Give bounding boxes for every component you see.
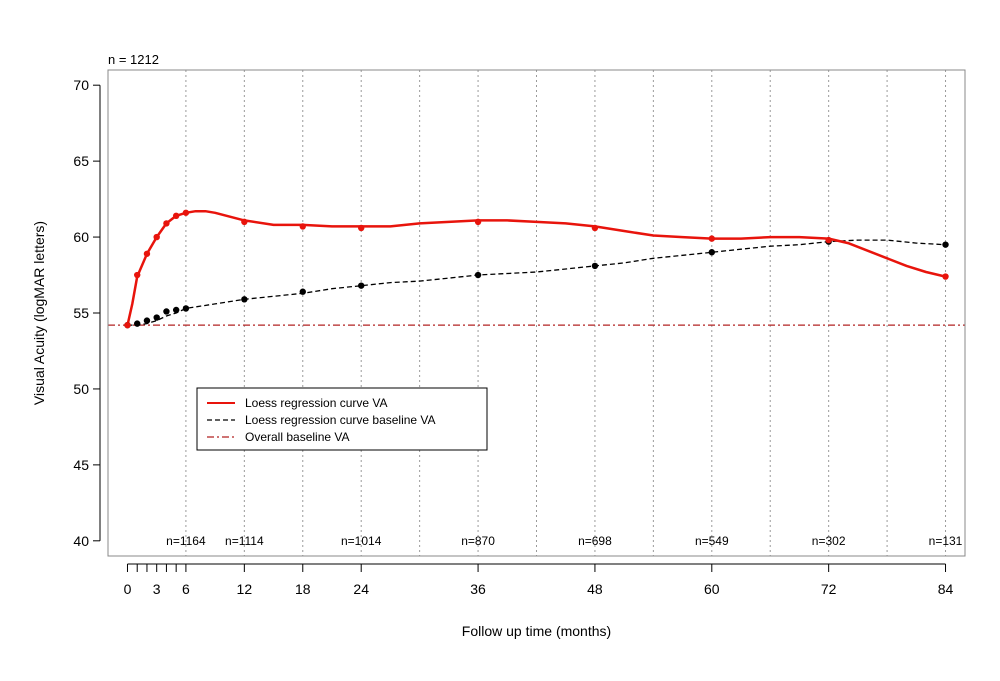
va-point-12	[708, 235, 715, 242]
x-tick-label-36: 36	[470, 581, 486, 597]
y-axis: 40 45 50 55 60 65 70	[73, 77, 101, 549]
y-tick-label-50: 50	[73, 381, 89, 397]
x-tick-label-48: 48	[587, 581, 603, 597]
x-tick-label-6: 6	[182, 581, 190, 597]
x-tick-label-18: 18	[295, 581, 311, 597]
va-point-3	[153, 233, 160, 241]
x-tick-label-84: 84	[938, 581, 954, 597]
x-tick-label-12: 12	[237, 581, 253, 597]
va-point-10	[474, 218, 482, 226]
legend-box	[196, 387, 488, 451]
n-annotations: n=1164 n=1114 n=1014 n=870 n=698 n=549 n=302 n=…	[166, 534, 963, 548]
baseline-point-6	[182, 305, 190, 312]
baseline-point-1	[134, 320, 141, 327]
curve-layer	[126, 209, 946, 326]
y-tick-label-70: 70	[73, 77, 89, 93]
x-axis-title: Follow up time (months)	[462, 623, 611, 639]
baseline-point-10	[474, 271, 482, 279]
top-left-n-label: n = 1212	[108, 52, 159, 67]
va-point-7	[241, 218, 248, 226]
x-axis: 0 3 6 12 18 24 36 48 60 72 84	[124, 563, 954, 597]
baseline-point-4	[163, 308, 170, 315]
va-point-11	[591, 224, 599, 232]
baseline-point-12	[708, 249, 715, 256]
n-annotation-7: n=131	[929, 534, 963, 548]
y-tick-label-45: 45	[73, 457, 89, 473]
baseline-point-8	[299, 288, 306, 295]
n-annotation-3: n=870	[461, 534, 495, 548]
va-point-13	[825, 236, 832, 244]
va-point-14	[942, 273, 949, 280]
n-annotation-0: n=1164	[166, 534, 206, 548]
y-tick-label-65: 65	[73, 153, 89, 169]
baseline-point-2	[143, 317, 151, 324]
y-tick-label-55: 55	[73, 305, 89, 321]
va-point-8	[299, 223, 306, 230]
n-annotation-2: n=1014	[341, 534, 382, 548]
x-tick-label-24: 24	[353, 581, 369, 597]
va-point-6	[182, 209, 190, 216]
x-tick-label-3: 3	[153, 581, 161, 597]
gridlines	[185, 70, 947, 556]
baseline-point-5	[172, 306, 180, 314]
va-point-5	[172, 212, 180, 219]
legend: Loess regression curve VA Loess regressi…	[196, 387, 488, 451]
x-tick-label-0: 0	[124, 581, 132, 597]
y-axis-title: Visual Acuity (logMAR letters)	[31, 221, 47, 405]
va-point-2	[143, 250, 151, 257]
baseline-point-7	[241, 296, 248, 303]
x-tick-label-60: 60	[704, 581, 720, 597]
y-tick-label-40: 40	[73, 533, 89, 549]
plot-frame	[107, 69, 966, 557]
y-tick-label-60: 60	[73, 229, 89, 245]
va-point-1	[134, 271, 141, 279]
va-point-0	[124, 321, 131, 329]
n-annotation-1: n=1114	[225, 534, 264, 548]
va-point-4	[163, 220, 170, 227]
baseline-point-3	[153, 314, 160, 321]
x-tick-label-72: 72	[821, 581, 837, 597]
loess-baseline-curve	[127, 239, 946, 326]
n-annotation-5: n=549	[695, 534, 729, 548]
va-point-9	[358, 224, 365, 232]
point-layer	[124, 209, 949, 329]
baseline-point-9	[358, 282, 365, 289]
baseline-point-11	[591, 262, 599, 270]
legend-label-loess-va: Loess regression curve VA	[245, 396, 388, 410]
loess-va-curve	[126, 209, 946, 326]
n-annotation-6: n=302	[812, 534, 846, 548]
legend-label-overall-baseline: Overall baseline VA	[245, 430, 350, 444]
baseline-point-14	[942, 241, 949, 248]
n-annotation-4: n=698	[578, 534, 612, 548]
legend-label-loess-baseline: Loess regression curve baseline VA	[245, 413, 436, 427]
